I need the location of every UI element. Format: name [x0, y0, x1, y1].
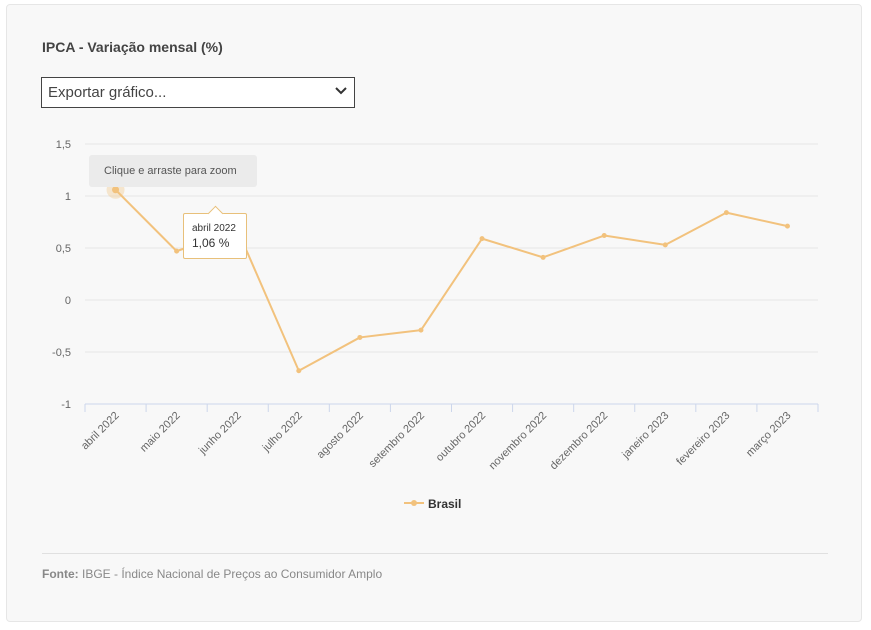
- x-tick-label: junho 2022: [196, 410, 244, 458]
- chart-title: IPCA - Variação mensal (%): [42, 39, 223, 55]
- data-point[interactable]: [601, 233, 607, 239]
- x-tick-label: novembro 2022: [487, 410, 550, 473]
- line-chart[interactable]: 1,5 1 0,5 0 -0,5 -1 abril 2022 maio 2022 junho …: [0, 0, 871, 540]
- data-point[interactable]: [174, 248, 180, 254]
- divider: [42, 553, 828, 554]
- x-tick-label: maio 2022: [138, 410, 183, 455]
- y-tick-label: 0,5: [56, 243, 71, 255]
- x-tick-label: setembro 2022: [367, 410, 427, 470]
- x-tick-label: março 2023: [744, 410, 794, 460]
- legend-symbol-icon: [404, 500, 424, 506]
- x-tick-label: janeiro 2023: [619, 410, 671, 462]
- x-axis: abril 2022 maio 2022 junho 2022 julho 2022 a…: [79, 403, 819, 473]
- data-point[interactable]: [112, 186, 120, 194]
- y-tick-label: -0,5: [52, 347, 71, 359]
- x-tick-label: julho 2022: [260, 410, 305, 455]
- data-point[interactable]: [418, 327, 424, 333]
- source-prefix: Fonte:: [42, 567, 79, 581]
- export-chart-select[interactable]: Exportar gráfico...: [41, 77, 355, 108]
- y-axis: 1,5 1 0,5 0 -0,5 -1: [52, 139, 71, 411]
- data-point[interactable]: [784, 223, 790, 229]
- x-tick-label: abril 2022: [79, 410, 122, 453]
- data-point[interactable]: [723, 210, 729, 216]
- data-point[interactable]: [479, 236, 485, 242]
- x-tick-label: dezembro 2022: [548, 410, 611, 473]
- source-note: Fonte: IBGE - Índice Nacional de Preços …: [42, 567, 382, 581]
- x-tick-label: fevereiro 2023: [674, 410, 732, 468]
- y-tick-label: 1: [65, 191, 71, 203]
- data-point[interactable]: [357, 334, 363, 340]
- y-tick-label: 1,5: [56, 139, 71, 151]
- tooltip-value: 1,06 %: [192, 236, 230, 250]
- chevron-down-icon: [335, 87, 347, 95]
- x-tick-label: outubro 2022: [434, 410, 488, 464]
- data-tooltip: abril 2022 1,06 %: [183, 205, 247, 259]
- zoom-hint: Clique e arraste para zoom: [89, 155, 257, 187]
- export-select-label: Exportar gráfico...: [48, 84, 167, 101]
- x-tick-label: agosto 2022: [315, 410, 366, 461]
- legend-label: Brasil: [428, 497, 462, 511]
- data-point[interactable]: [662, 242, 668, 248]
- series-brasil: [106, 180, 790, 374]
- grid-lines: [85, 143, 818, 353]
- tooltip-date: abril 2022: [192, 223, 236, 234]
- data-point[interactable]: [540, 254, 546, 260]
- source-text: IBGE - Índice Nacional de Preços ao Cons…: [82, 567, 383, 581]
- y-tick-label: -1: [61, 399, 71, 411]
- data-point[interactable]: [296, 368, 302, 374]
- y-tick-label: 0: [65, 295, 71, 307]
